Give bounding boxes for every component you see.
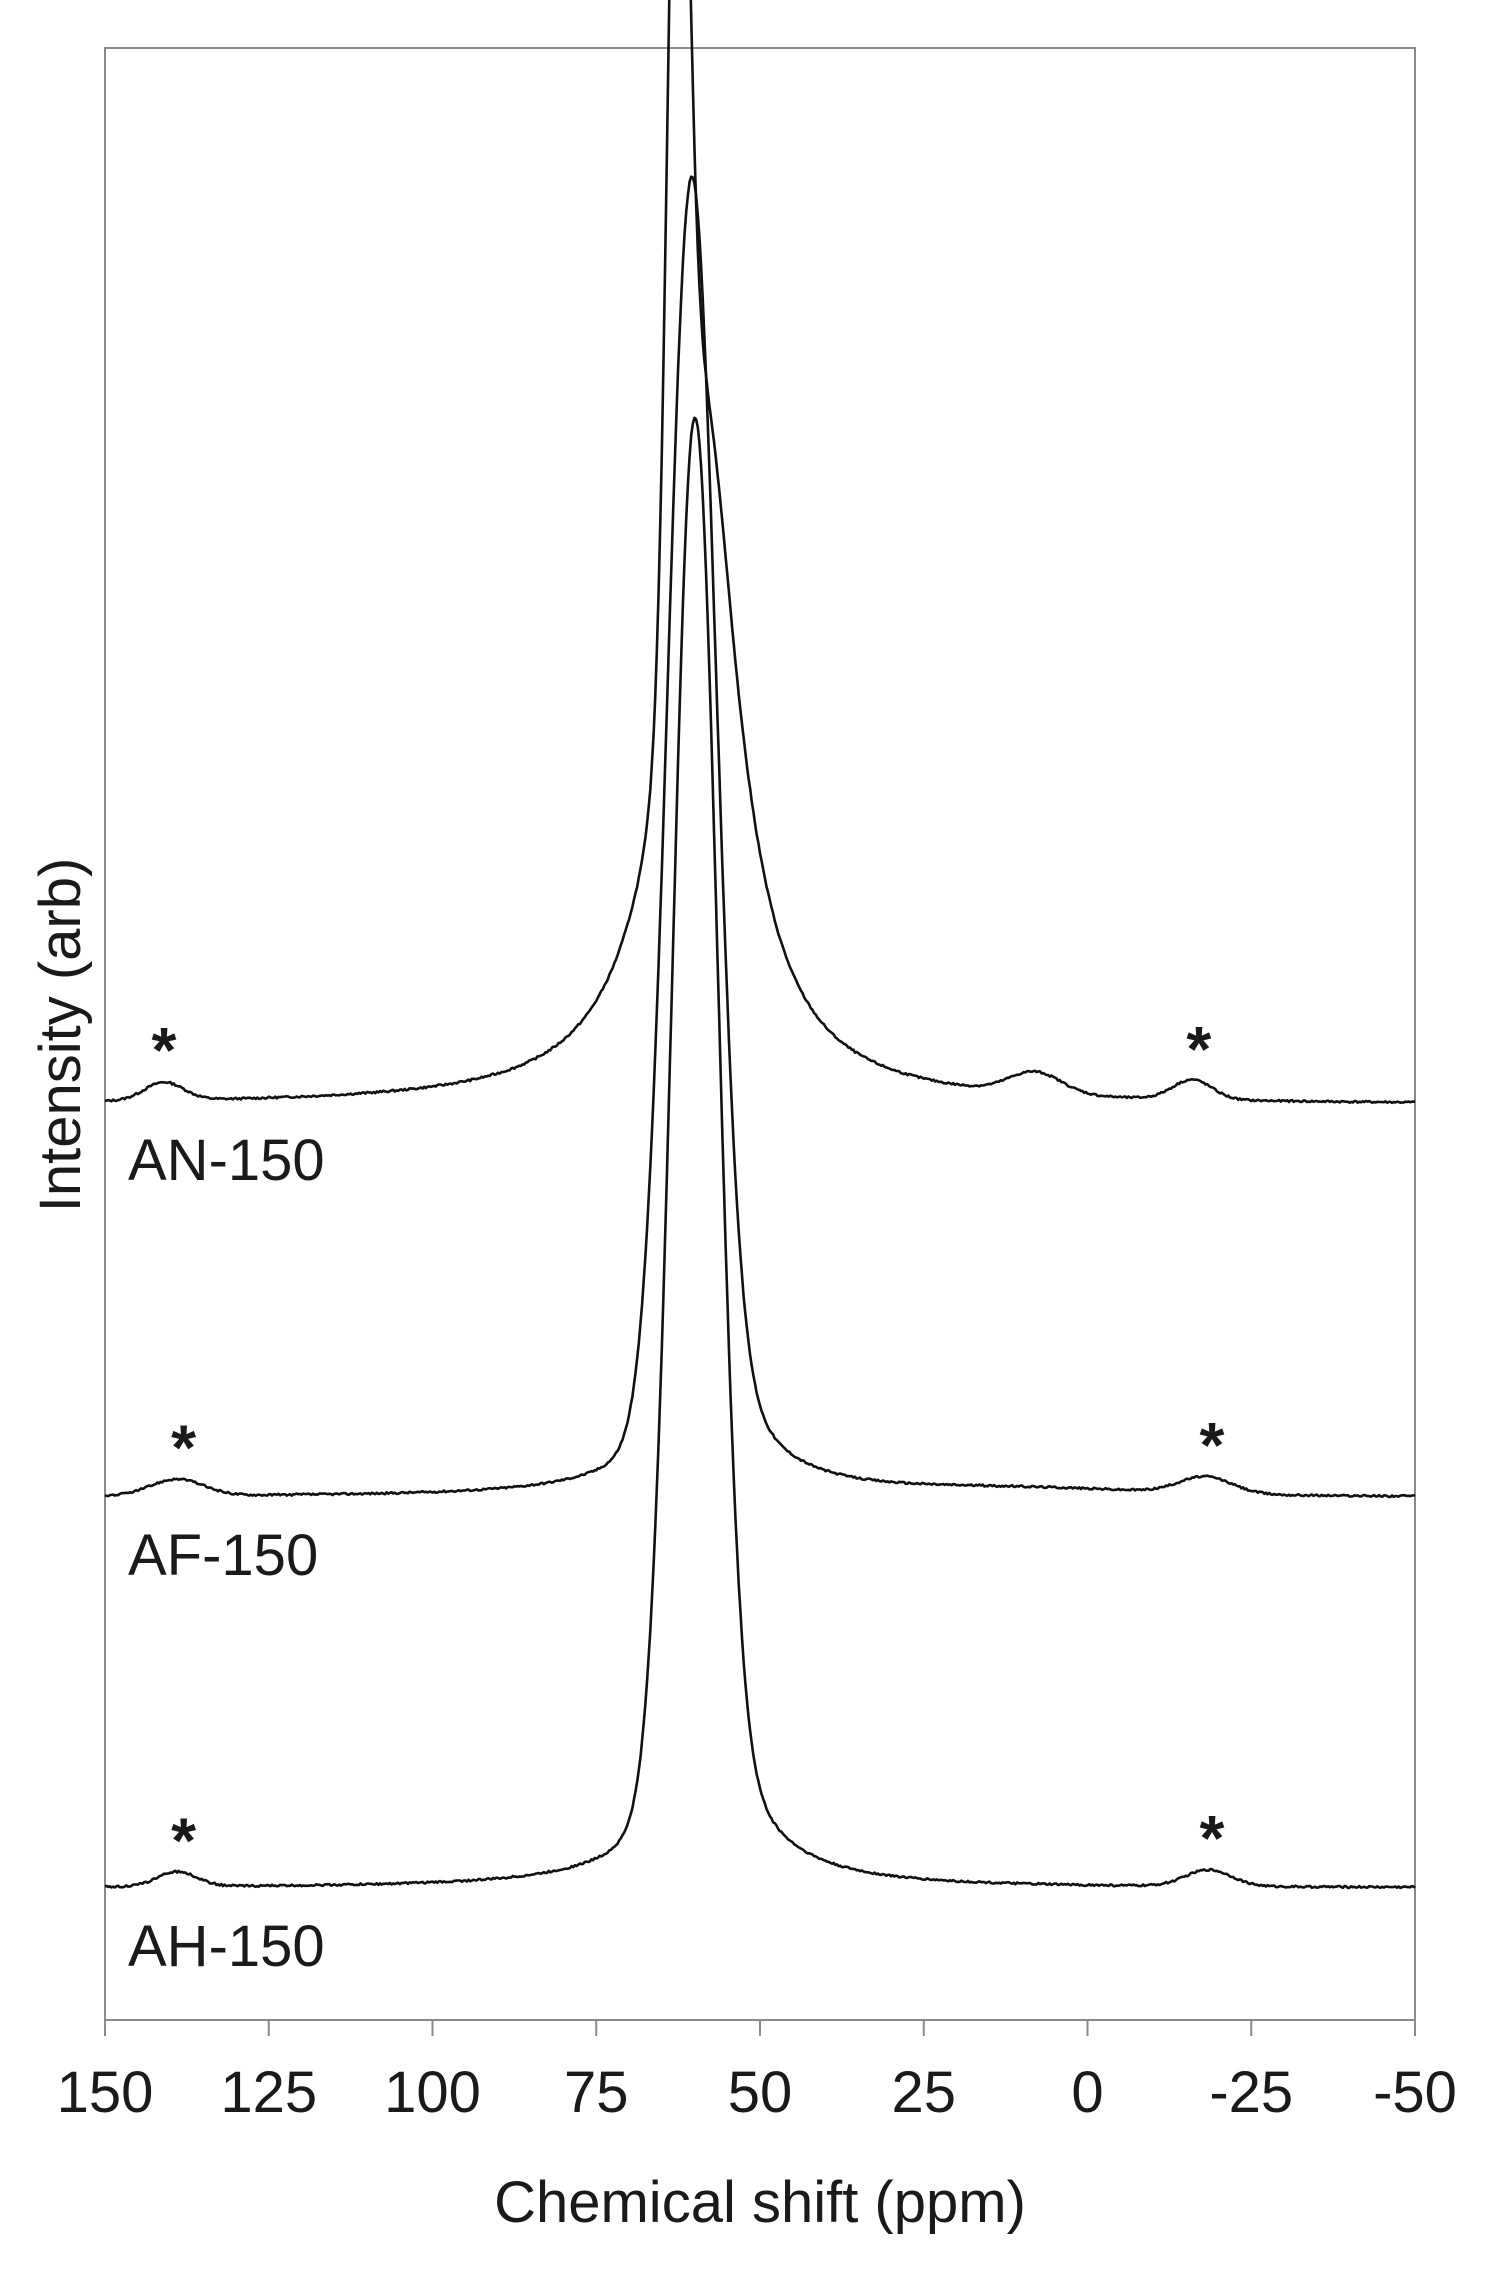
sideband-markers: * * * * * * — [151, 1013, 1224, 1877]
series-label-ah-150: AH-150 — [128, 1914, 325, 1979]
sideband-asterisk: * — [171, 1412, 196, 1484]
sideband-asterisk: * — [1186, 1013, 1211, 1085]
spectrum-trace-ah-150 — [104, 416, 1416, 1890]
x-tick-label: 125 — [220, 2060, 317, 2125]
series-labels: AN-150 AF-150 AH-150 — [128, 1128, 325, 1979]
x-tick-label: -50 — [1373, 2060, 1457, 2125]
sideband-asterisk: * — [151, 1014, 176, 1086]
series-label-an-150: AN-150 — [128, 1128, 325, 1193]
x-tick-label: 25 — [891, 2060, 956, 2125]
spectrum-traces — [104, 0, 1416, 1890]
plot-area-frame — [104, 47, 1416, 2021]
x-tick-label: 50 — [728, 2060, 793, 2125]
sideband-asterisk: * — [1199, 1409, 1224, 1481]
x-tick-label: -25 — [1209, 2060, 1293, 2125]
x-tick-label: 100 — [384, 2060, 481, 2125]
sideband-asterisk: * — [171, 1804, 196, 1876]
spectrum-trace-an-150 — [104, 0, 1416, 1105]
sideband-asterisk: * — [1199, 1802, 1224, 1874]
x-axis-title: Chemical shift (ppm) — [494, 2170, 1026, 2235]
x-axis-ticks — [104, 2020, 1416, 2036]
spectrum-trace-af-150 — [104, 175, 1416, 1499]
x-axis-tick-labels: 150 125 100 75 50 25 0 -25 -50 — [57, 2060, 1457, 2125]
x-tick-label: 0 — [1071, 2060, 1103, 2125]
x-tick-label: 75 — [564, 2060, 629, 2125]
x-tick-label: 150 — [57, 2060, 154, 2125]
y-axis-title: Intensity (arb) — [28, 858, 93, 1213]
series-label-af-150: AF-150 — [128, 1523, 318, 1588]
